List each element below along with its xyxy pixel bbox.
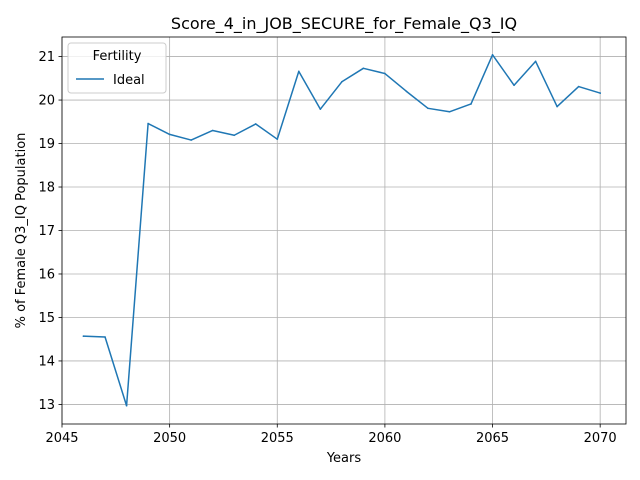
y-tick-label: 17	[38, 224, 55, 239]
data-point	[362, 67, 365, 70]
data-point	[491, 54, 494, 56]
data-point	[211, 129, 214, 132]
legend-label-ideal: Ideal	[113, 73, 145, 88]
data-point	[233, 134, 236, 137]
y-axis-ticks: 13 14 15 16 17 18 19 20 21	[38, 50, 62, 413]
data-point	[319, 108, 322, 110]
y-tick-label: 15	[38, 311, 55, 326]
data-point	[168, 133, 171, 136]
x-tick-label: 2065	[476, 431, 509, 446]
grid	[61, 37, 626, 424]
x-tick-label: 2050	[153, 431, 186, 446]
x-tick-label: 2060	[368, 431, 401, 446]
y-tick-label: 21	[38, 50, 55, 65]
data-point	[297, 70, 300, 73]
y-tick-label: 18	[38, 181, 55, 196]
data-point	[254, 123, 257, 125]
data-point	[190, 139, 192, 141]
data-point	[82, 335, 85, 337]
legend-box	[67, 42, 167, 94]
chart-title: Score_4_in_JOB_SECURE_for_Female_Q3_IQ	[171, 14, 517, 34]
data-point	[599, 92, 601, 94]
data-point	[577, 85, 580, 88]
x-tick-label: 2045	[45, 431, 78, 446]
data-point	[405, 90, 408, 93]
legend: Fertility Ideal	[67, 42, 167, 94]
x-tick-label: 2070	[584, 431, 617, 446]
y-tick-label: 13	[38, 398, 55, 413]
data-point	[556, 105, 558, 108]
series-layer	[82, 54, 602, 407]
x-axis-label: Years	[326, 451, 362, 466]
data-point	[513, 84, 515, 87]
y-tick-label: 19	[38, 137, 55, 152]
x-axis-ticks: 2045 2050 2055 2060 2065 2070	[45, 424, 617, 446]
data-point	[534, 60, 537, 63]
legend-title: Fertility	[93, 49, 142, 64]
data-point	[470, 103, 472, 105]
data-point	[448, 110, 451, 113]
data-point	[341, 80, 343, 83]
y-axis-label: % of Female Q3_IQ Population	[14, 133, 29, 329]
y-tick-label: 16	[38, 267, 55, 282]
data-point	[147, 122, 149, 125]
y-tick-label: 20	[38, 94, 55, 109]
data-point	[276, 138, 279, 140]
data-point	[125, 404, 128, 407]
y-tick-label: 14	[38, 354, 55, 369]
x-tick-label: 2055	[261, 431, 294, 446]
data-point	[427, 107, 429, 110]
data-point	[104, 336, 106, 338]
data-point	[384, 72, 386, 75]
